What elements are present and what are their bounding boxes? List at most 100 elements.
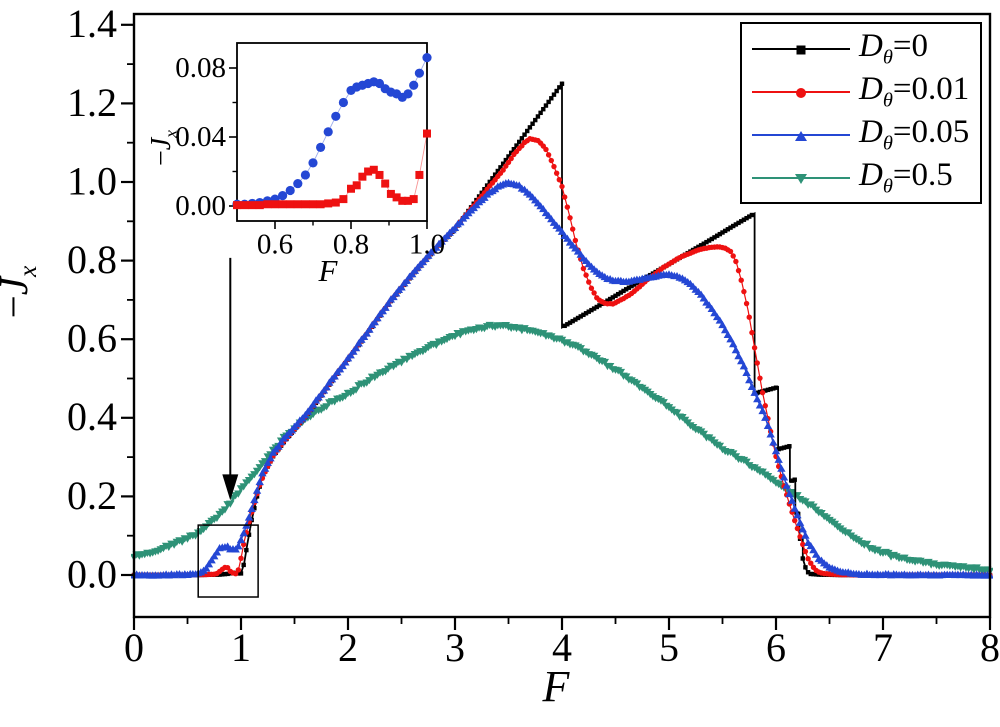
data-marker	[306, 404, 315, 412]
data-marker	[252, 486, 262, 494]
data-marker	[263, 200, 272, 209]
data-marker	[805, 570, 811, 575]
data-marker	[701, 241, 706, 246]
data-marker	[759, 389, 766, 396]
data-marker	[570, 318, 575, 324]
inset-chart: 0.6 0.8 1.0 0.00 0.04 0.08	[175, 42, 445, 261]
data-marker	[727, 248, 734, 255]
data-marker	[811, 571, 816, 577]
data-marker	[790, 504, 799, 512]
data-marker	[739, 362, 749, 370]
data-marker	[546, 99, 551, 105]
circle-marker-icon	[796, 87, 806, 98]
data-marker	[714, 233, 720, 238]
data-marker	[217, 572, 222, 577]
data-marker	[317, 390, 326, 398]
data-marker	[624, 287, 629, 292]
data-marker	[533, 117, 538, 123]
data-marker	[409, 80, 419, 90]
legend-item-dtheta-0.5: Dθ=0.5	[752, 157, 980, 198]
data-marker	[351, 386, 361, 394]
data-marker	[789, 478, 795, 483]
data-marker	[763, 388, 768, 393]
data-marker	[525, 128, 530, 134]
data-marker	[500, 161, 506, 166]
data-marker	[794, 525, 801, 532]
data-marker	[514, 143, 519, 148]
x-tick-label: 7	[873, 625, 893, 670]
data-marker	[309, 400, 318, 408]
x-tick-label: 6	[766, 625, 786, 670]
data-marker	[725, 227, 731, 232]
data-marker	[204, 560, 214, 568]
inset-x-tick-label: 1.0	[409, 229, 445, 261]
data-marker	[787, 444, 792, 449]
x-tick-label: 4	[552, 625, 572, 670]
data-marker	[456, 218, 465, 226]
data-marker	[745, 376, 754, 384]
data-marker	[801, 531, 810, 539]
data-marker	[498, 165, 503, 170]
data-marker	[813, 572, 819, 577]
x-tick-label: 1	[231, 625, 251, 670]
x-axis-label: F	[542, 662, 570, 711]
data-marker	[519, 136, 525, 141]
inset-y-tick-label: 0.00	[175, 190, 226, 222]
data-marker	[751, 345, 758, 351]
series-line	[133, 324, 991, 572]
data-marker	[578, 314, 583, 319]
data-marker	[591, 290, 597, 296]
legend-label: Dθ=0	[859, 27, 929, 69]
data-marker	[730, 253, 736, 259]
data-marker	[781, 445, 787, 450]
legend-line-sample	[752, 173, 850, 184]
data-marker	[323, 127, 333, 137]
data-marker	[527, 125, 533, 130]
data-marker	[415, 170, 424, 179]
data-marker	[802, 548, 809, 555]
data-marker	[240, 201, 249, 210]
data-marker	[414, 68, 424, 78]
data-marker	[293, 200, 302, 209]
data-marker	[747, 382, 757, 390]
series-D_theta=0.5	[131, 321, 993, 575]
data-marker	[530, 121, 535, 126]
data-marker	[202, 564, 211, 572]
data-marker	[423, 129, 431, 138]
data-marker	[621, 288, 626, 294]
data-marker	[508, 155, 514, 162]
data-marker	[749, 212, 755, 218]
data-marker	[600, 358, 609, 367]
data-marker	[762, 403, 768, 409]
data-marker	[559, 183, 565, 190]
data-marker	[749, 329, 755, 336]
data-marker	[581, 312, 586, 318]
data-marker	[252, 505, 257, 511]
legend-label: Dθ=0.05	[859, 113, 970, 155]
data-marker	[570, 226, 576, 232]
legend-item-dtheta-0: Dθ=0	[752, 27, 980, 69]
data-marker	[381, 179, 390, 188]
data-marker	[476, 194, 482, 199]
data-marker	[567, 215, 573, 221]
data-marker	[309, 200, 317, 209]
inset-y-axis-label: −Jx	[146, 130, 181, 166]
data-marker	[365, 325, 374, 333]
y-tick-label: 0.8	[67, 237, 117, 282]
data-marker	[276, 438, 286, 446]
data-marker	[793, 511, 802, 519]
arrow-head-icon	[222, 474, 239, 501]
data-marker	[220, 572, 225, 577]
data-marker	[594, 304, 599, 310]
data-marker	[862, 540, 872, 548]
data-marker	[787, 496, 797, 504]
data-marker	[722, 228, 728, 234]
data-marker	[508, 150, 514, 156]
data-marker	[583, 272, 589, 278]
data-marker	[731, 223, 736, 229]
data-marker	[562, 323, 567, 329]
data-marker	[572, 237, 579, 244]
data-marker	[774, 455, 783, 463]
data-marker	[285, 185, 295, 196]
